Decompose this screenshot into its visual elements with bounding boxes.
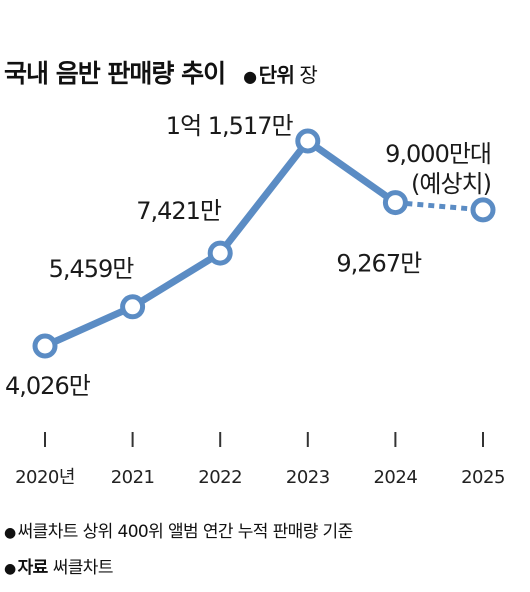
x-tick-label: 2024 (373, 467, 417, 488)
data-point (382, 190, 408, 216)
data-point (120, 294, 146, 320)
unit-label: 단위 (258, 63, 295, 87)
source-note: ● 자료 써클차트 (4, 553, 113, 578)
data-points (32, 128, 496, 359)
bullet-icon: ● (4, 525, 16, 541)
line-segment (41, 303, 137, 350)
series-line (41, 137, 484, 350)
line-segment (216, 137, 312, 257)
data-label: 5,459만 (49, 255, 135, 283)
data-label-line: 4,026만 (5, 372, 91, 400)
x-tick-label: 2025 (461, 467, 505, 488)
data-label-line: 9,267만 (336, 250, 422, 278)
data-labels: 4,026만 5,459만 7,421만 1억 1,517만 9,267만 9,000만대… (5, 112, 492, 400)
x-tick-label: 2020년 (15, 467, 75, 488)
unit-value: 장 (299, 63, 318, 87)
footnote-text: 써클차트 상위 400위 앨범 연간 누적 판매량 기준 (17, 522, 354, 542)
line-chart: 4,026만 5,459만 7,421만 1억 1,517만 9,267만 9,000만대… (5, 112, 505, 488)
bullet-icon: ● (4, 561, 16, 577)
data-label: 1억 1,517만 (166, 112, 294, 140)
title-row: 국내 음반 판매량 추이 ● 단위 장 (4, 54, 318, 90)
projected-line-segment (395, 200, 484, 213)
unit-note: ● 단위 장 (243, 59, 318, 88)
line-segment (304, 137, 399, 207)
data-label-line: (예상치) (411, 170, 491, 198)
source-value: 써클차트 (52, 558, 114, 578)
data-label-line: 9,000만대 (385, 140, 491, 168)
x-axis: 2020년 2021 2022 2023 2024 2025 (15, 432, 505, 488)
chart-title: 국내 음반 판매량 추이 (4, 59, 226, 88)
data-label-line: 7,421만 (136, 197, 222, 225)
x-tick-label: 2021 (111, 467, 155, 488)
data-label-line: 5,459만 (49, 255, 135, 283)
line-segment (129, 249, 224, 311)
x-tick-label: 2023 (286, 467, 330, 488)
data-label-line: 1억 1,517만 (166, 112, 294, 140)
data-point (32, 333, 58, 359)
data-label: 9,267만 (336, 250, 422, 278)
source-label: 자료 (17, 558, 49, 578)
data-point (207, 240, 233, 266)
data-label: 4,026만 (5, 372, 91, 400)
bullet-icon: ● (243, 67, 257, 86)
data-label: 7,421만 (136, 197, 222, 225)
data-label: 9,000만대 (예상치) (385, 140, 491, 198)
data-point (470, 197, 496, 223)
footnote: ● 써클차트 상위 400위 앨범 연간 누적 판매량 기준 (4, 517, 353, 542)
x-tick-label: 2022 (198, 467, 242, 488)
data-point (295, 128, 321, 154)
